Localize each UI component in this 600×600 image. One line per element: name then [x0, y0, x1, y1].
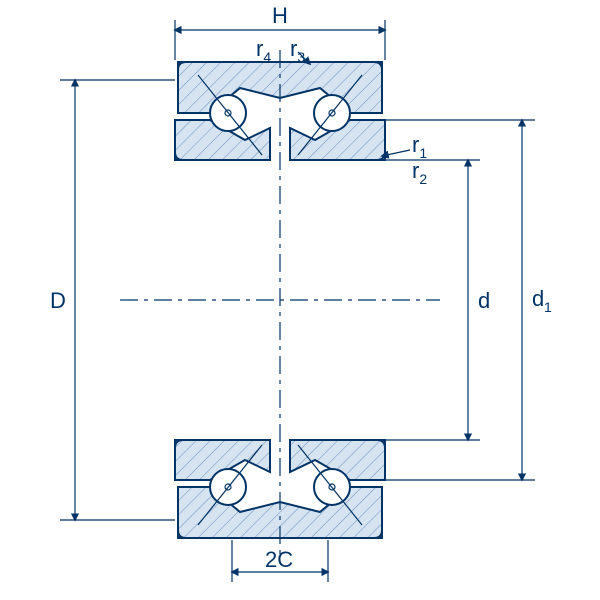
- dimension-2C: 2C: [232, 540, 328, 582]
- svg-text:r2: r2: [412, 158, 427, 187]
- bearing-cross-section-diagram: D H 2C d d 1 r1 r2 r4 r3: [0, 0, 600, 600]
- label-r3-sub: 3: [297, 49, 305, 65]
- label-2C: 2C: [265, 547, 293, 572]
- label-d: d: [478, 288, 490, 313]
- label-r2: r: [412, 158, 419, 183]
- label-r1-sub: 1: [419, 145, 427, 161]
- label-r2-sub: 2: [419, 171, 427, 187]
- label-d1-sub: 1: [544, 299, 552, 315]
- label-r1: r: [412, 132, 419, 157]
- label-d1: d: [532, 286, 544, 311]
- svg-text:r4: r4: [256, 36, 271, 65]
- centerlines: [120, 50, 440, 560]
- svg-text:r3: r3: [290, 36, 305, 65]
- label-r4: r: [256, 36, 263, 61]
- dimension-r3-r4: r4 r3: [256, 36, 310, 65]
- svg-text:r1: r1: [412, 132, 427, 161]
- label-r4-sub: 4: [263, 49, 271, 65]
- label-H: H: [272, 3, 288, 28]
- label-D: D: [50, 288, 66, 313]
- label-r3: r: [290, 36, 297, 61]
